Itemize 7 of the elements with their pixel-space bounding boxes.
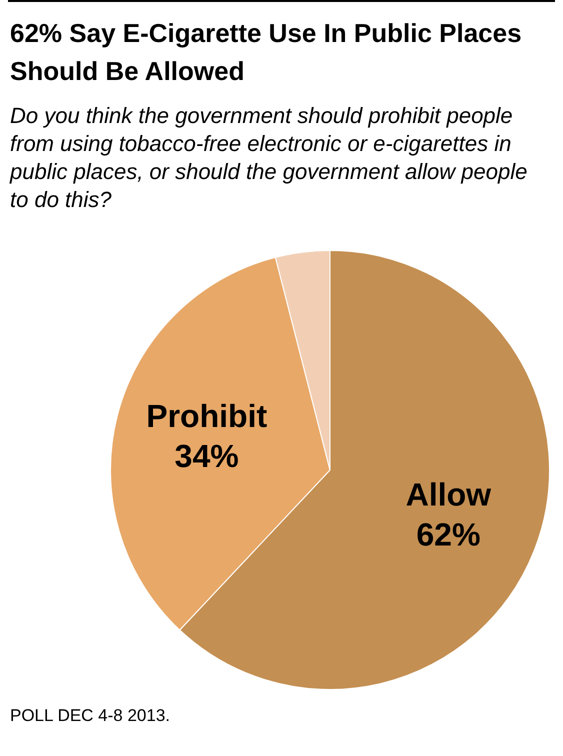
- slice-label: Prohibit: [146, 398, 268, 434]
- data-label: 62%: [416, 516, 480, 553]
- slice-label: Allow: [406, 476, 492, 513]
- chart-title: 62% Say E-Cigarette Use In Public Places Should Be Allowed: [10, 17, 523, 88]
- text: POLL DEC 4-8 2013.: [10, 706, 170, 726]
- data-label: 34%: [174, 438, 239, 474]
- chart-subtitle: Do you think the government should prohibit people from using tobacco-free electronic or e-cigarettes in public places, or should the government allow people to do this?: [10, 102, 528, 214]
